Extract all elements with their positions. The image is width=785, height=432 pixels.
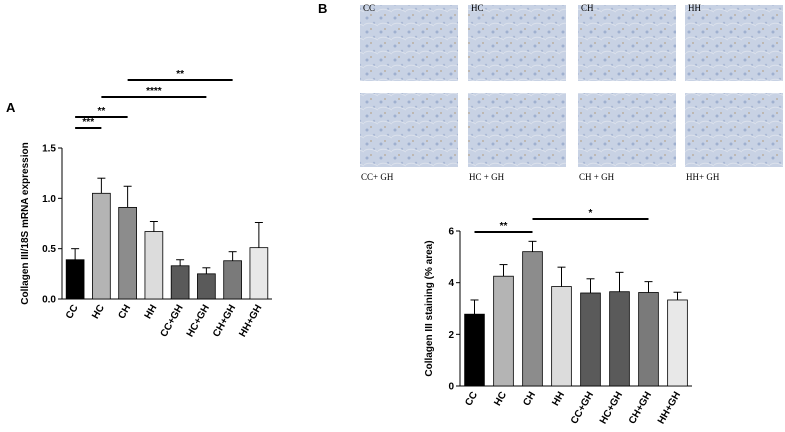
y-tick-label: 0.5 bbox=[42, 244, 56, 255]
panel-letter: A bbox=[6, 100, 16, 115]
bar bbox=[197, 273, 216, 300]
x-tick-label: HC bbox=[90, 303, 107, 321]
x-tick-label: CC+GH bbox=[159, 303, 186, 339]
micrograph-label: HH bbox=[688, 3, 701, 13]
y-axis-label: Collagen III/18S mRNA expression bbox=[20, 142, 31, 304]
micrograph-label: CC bbox=[363, 3, 375, 13]
x-tick-label: CH bbox=[521, 390, 538, 408]
significance-label: ** bbox=[500, 221, 508, 232]
x-tick-label: CC+GH bbox=[569, 390, 596, 426]
micrograph-label: CH + GH bbox=[579, 172, 615, 182]
micrographs: CC CC+ GH HC HC + GH CH CH + GH HH HH+ GH bbox=[360, 3, 783, 182]
micrograph bbox=[468, 93, 566, 167]
significance-label: * bbox=[589, 208, 593, 219]
x-tick-label: HC bbox=[492, 390, 509, 408]
bar bbox=[522, 251, 543, 387]
micrograph bbox=[685, 5, 783, 81]
bar bbox=[667, 299, 688, 387]
bar bbox=[118, 206, 137, 300]
y-tick-label: 0.0 bbox=[42, 295, 56, 306]
bar bbox=[144, 231, 164, 300]
significance-label: *** bbox=[82, 117, 94, 128]
bar bbox=[609, 291, 630, 387]
bar bbox=[638, 292, 659, 387]
y-tick-label: 0 bbox=[448, 382, 454, 393]
bar bbox=[92, 192, 111, 300]
micrograph bbox=[685, 93, 783, 167]
x-tick-label: CH+GH bbox=[211, 303, 238, 339]
significance-label: **** bbox=[146, 86, 162, 97]
bar bbox=[551, 286, 572, 387]
x-tick-label: HC+GH bbox=[598, 390, 625, 426]
micrograph bbox=[578, 93, 676, 167]
micrograph-label: CC+ GH bbox=[361, 172, 394, 182]
x-tick-label: HH+GH bbox=[656, 390, 683, 426]
x-tick-label: HH bbox=[143, 303, 160, 321]
y-tick-label: 1.0 bbox=[42, 194, 56, 205]
panel-letter: B bbox=[318, 1, 327, 16]
x-tick-label: HC+GH bbox=[185, 303, 212, 339]
y-axis-label: Collagen III staining (% area) bbox=[424, 240, 435, 376]
y-tick-label: 1.5 bbox=[42, 144, 56, 155]
x-tick-label: CC bbox=[463, 390, 480, 408]
significance-label: ** bbox=[97, 106, 105, 117]
significance-label: ** bbox=[176, 69, 184, 80]
bar bbox=[223, 260, 242, 300]
bar bbox=[580, 292, 601, 387]
x-tick-label: HH bbox=[550, 390, 567, 408]
bar bbox=[170, 265, 190, 300]
y-tick-label: 6 bbox=[448, 227, 454, 238]
micrograph bbox=[578, 5, 676, 81]
micrograph-label: CH bbox=[581, 3, 594, 13]
micrograph bbox=[360, 93, 458, 167]
x-tick-label: CH bbox=[116, 303, 133, 321]
micrograph-label: HH+ GH bbox=[686, 172, 720, 182]
x-tick-label: CH+GH bbox=[627, 390, 654, 426]
micrograph-label: HC + GH bbox=[469, 172, 505, 182]
bar bbox=[464, 313, 485, 387]
bar bbox=[493, 275, 514, 387]
micrograph-label: HC bbox=[471, 3, 484, 13]
y-tick-label: 4 bbox=[448, 278, 454, 289]
micrograph bbox=[360, 5, 458, 81]
x-tick-label: HH+GH bbox=[237, 303, 264, 339]
x-tick-label: CC bbox=[64, 303, 81, 321]
bar bbox=[65, 259, 85, 300]
y-tick-label: 2 bbox=[448, 330, 454, 341]
micrograph bbox=[468, 5, 566, 81]
bar bbox=[249, 247, 269, 300]
